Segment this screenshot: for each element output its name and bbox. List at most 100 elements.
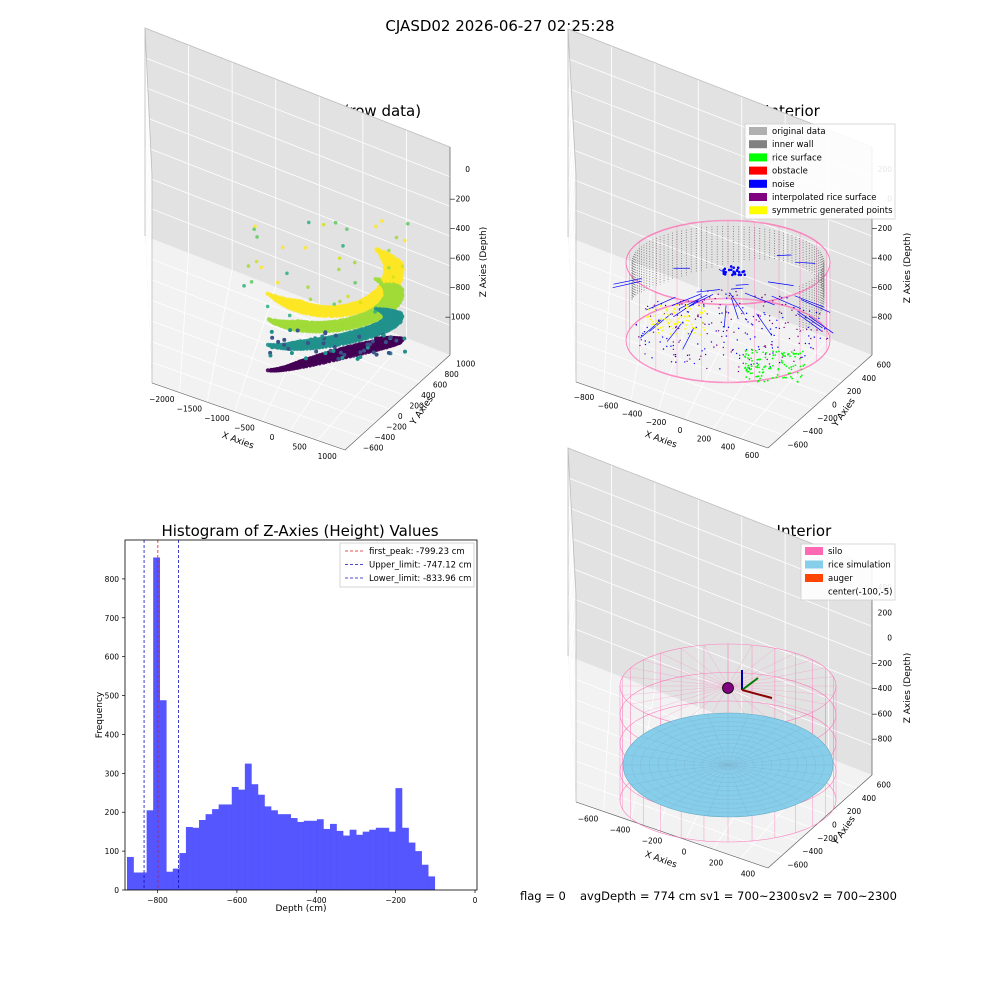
noise-point xyxy=(672,348,675,350)
symmetric-point xyxy=(656,327,659,330)
symmetric-point xyxy=(693,331,696,334)
noise-point xyxy=(769,328,772,330)
y-tick-label: 600 xyxy=(877,361,892,370)
symmetric-point xyxy=(652,314,655,317)
floor-grid xyxy=(234,286,277,412)
z-tick-label: −200 xyxy=(871,659,892,668)
histogram-bar xyxy=(166,871,174,890)
rice-surface-point xyxy=(754,349,757,352)
y-tick-label: 400 xyxy=(862,374,877,383)
rice-mesh xyxy=(727,764,787,809)
symmetric-point xyxy=(698,305,701,308)
legend-label: rice surface xyxy=(772,153,822,163)
rice-surface-point xyxy=(744,355,746,358)
symmetric-point xyxy=(700,333,702,336)
symmetric-point xyxy=(675,332,677,335)
noise-point xyxy=(808,310,811,312)
x-tick-label: −500 xyxy=(234,424,255,433)
noise-point xyxy=(666,345,668,348)
histogram-plot-frame xyxy=(124,539,478,891)
noise-point xyxy=(825,338,828,340)
rice-surface-point xyxy=(796,371,799,374)
rice-surface-point xyxy=(764,365,767,368)
histogram-bar xyxy=(329,823,337,890)
right-pane xyxy=(145,28,450,355)
noise-point xyxy=(804,342,807,345)
x-tick-label: −1000 xyxy=(204,414,230,423)
data-point xyxy=(295,328,300,333)
silo-wire xyxy=(622,676,729,687)
noise-point xyxy=(735,290,737,293)
noise-point xyxy=(761,296,763,299)
noise-point xyxy=(695,326,697,329)
data-point xyxy=(282,337,287,342)
floor-grid xyxy=(145,256,436,369)
data-point xyxy=(320,304,325,310)
data-point xyxy=(296,319,301,324)
rice-surface-point xyxy=(760,375,763,377)
legend-swatch xyxy=(805,547,823,555)
rice-surface-point xyxy=(780,352,783,355)
data-point xyxy=(259,265,264,270)
noise-point xyxy=(723,305,727,328)
noise-point xyxy=(733,271,737,274)
rice-surface-point xyxy=(757,363,760,366)
symmetric-point xyxy=(699,311,702,314)
symmetric-point xyxy=(678,317,680,320)
x-tick-label: 200 xyxy=(697,434,712,443)
noise-point xyxy=(808,335,810,337)
histogram-bar xyxy=(126,856,134,890)
histogram-bar xyxy=(172,868,180,890)
noise-point xyxy=(770,333,773,335)
data-point xyxy=(387,248,391,253)
noise-point xyxy=(791,309,793,311)
data-point xyxy=(373,310,377,314)
symmetric-point xyxy=(698,313,701,315)
noise-point xyxy=(744,292,775,306)
rice-surface-point xyxy=(745,353,748,355)
noise-point xyxy=(687,300,690,302)
rice-mesh xyxy=(630,764,729,786)
noise-point xyxy=(682,328,694,350)
rice-surface-point xyxy=(757,358,760,361)
silo-wire xyxy=(727,667,826,687)
histogram-bar xyxy=(349,829,357,890)
legend-label: original data xyxy=(772,127,826,137)
noise-point xyxy=(731,349,734,352)
histogram-bar xyxy=(290,818,298,890)
noise-point xyxy=(730,293,745,315)
rice-mesh xyxy=(669,721,729,766)
panel-classify-axes-box xyxy=(567,28,873,449)
symmetric-point xyxy=(666,307,669,309)
x-tick-label: −400 xyxy=(610,826,631,835)
noise-point xyxy=(684,294,714,309)
noise-point xyxy=(800,356,802,359)
floor-grid xyxy=(712,321,786,430)
histogram-bar xyxy=(212,809,219,890)
floor-grid xyxy=(573,340,798,422)
floor-grid xyxy=(179,252,189,393)
data-point xyxy=(337,256,342,260)
data-point xyxy=(371,350,376,355)
panel-histogram: Histogram of Z-Axies (Height) Values −80… xyxy=(95,522,478,914)
data-point xyxy=(353,281,357,285)
data-point xyxy=(255,235,259,239)
noise-point xyxy=(749,338,752,340)
rice-surface-point xyxy=(799,365,802,368)
panel-raw-zticks: 0 −200 −400 −600 −800 −1000 xyxy=(445,165,471,321)
histogram-bar xyxy=(251,784,259,890)
rice-surface-point xyxy=(772,354,775,357)
histogram-bar xyxy=(375,827,383,890)
rice-surface-point xyxy=(780,359,783,362)
silo-wire xyxy=(681,648,729,687)
noise-point xyxy=(744,318,747,320)
rice-surface-point xyxy=(799,376,802,378)
data-point xyxy=(341,244,345,248)
noise-point xyxy=(735,284,749,286)
noise-point xyxy=(651,357,653,359)
rice-mesh xyxy=(687,716,729,766)
data-point xyxy=(338,299,342,304)
noise-point xyxy=(754,295,756,297)
symmetric-point xyxy=(657,331,660,334)
